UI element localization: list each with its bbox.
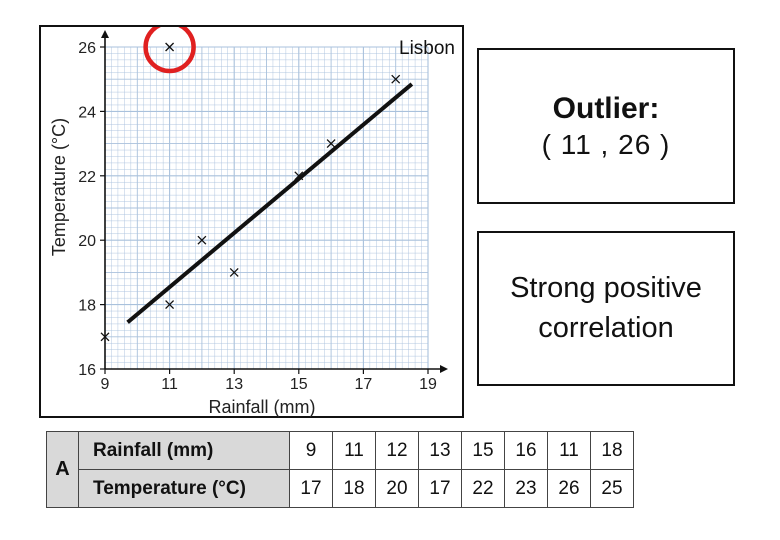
point-marker-stroke bbox=[294, 171, 304, 181]
data-point bbox=[197, 235, 207, 245]
outlier-coordinates: ( 11 , 26 ) bbox=[541, 128, 671, 160]
x-axis-label: Rainfall (mm) bbox=[208, 397, 315, 417]
data-table: A Rainfall (mm) 9 11 12 13 15 16 11 18 T… bbox=[46, 431, 634, 508]
outlier-highlight-circle bbox=[143, 27, 196, 74]
correlation-line-2: correlation bbox=[538, 311, 674, 344]
table-label: A bbox=[46, 431, 79, 508]
table-cell: 17 bbox=[289, 469, 333, 508]
point-marker-stroke bbox=[229, 267, 239, 277]
data-point bbox=[165, 42, 175, 52]
line-of-best-fit bbox=[126, 82, 414, 324]
table-cell: 22 bbox=[461, 469, 505, 508]
table-cell: 16 bbox=[504, 431, 548, 470]
table-cell: 18 bbox=[332, 469, 376, 508]
point-marker-stroke bbox=[165, 300, 175, 310]
table-cell: 26 bbox=[547, 469, 591, 508]
data-point bbox=[100, 332, 110, 342]
data-point bbox=[294, 171, 304, 181]
x-axis-arrow bbox=[440, 365, 448, 373]
x-tick-label: 19 bbox=[419, 376, 437, 393]
y-tick-label: 18 bbox=[78, 298, 96, 315]
row-header-rainfall: Rainfall (mm) bbox=[78, 431, 290, 470]
table-cell: 15 bbox=[461, 431, 505, 470]
scatter-chart: 9 11 13 15 17 19 16 18 20 22 24 26 Lisbon Rainfall … bbox=[49, 27, 455, 417]
table-cell: 17 bbox=[418, 469, 462, 508]
x-tick-label: 11 bbox=[161, 376, 178, 393]
point-marker-stroke bbox=[100, 332, 110, 342]
outlier-box: Outlier: ( 11 , 26 ) bbox=[477, 48, 735, 204]
x-tick-label: 13 bbox=[225, 376, 243, 393]
grid bbox=[104, 46, 429, 370]
point-marker-stroke bbox=[197, 235, 207, 245]
table-cell: 12 bbox=[375, 431, 419, 470]
point-marker-stroke bbox=[391, 74, 401, 84]
data-points bbox=[100, 27, 401, 342]
correlation-line-1: Strong positive bbox=[510, 272, 702, 305]
table-cell: 11 bbox=[332, 431, 376, 470]
table-cell: 18 bbox=[590, 431, 634, 470]
table-cell: 23 bbox=[504, 469, 548, 508]
table-cell: 9 bbox=[289, 431, 333, 470]
line-of-best-fit-group bbox=[126, 82, 414, 324]
point-marker-stroke bbox=[165, 42, 175, 52]
point-marker-stroke bbox=[326, 139, 336, 149]
tick-labels: 9 11 13 15 17 19 16 18 20 22 24 26 bbox=[78, 40, 437, 393]
table-cell: 11 bbox=[547, 431, 591, 470]
row-header-temperature: Temperature (°C) bbox=[78, 469, 290, 508]
table-cell: 13 bbox=[418, 431, 462, 470]
x-tick-label: 17 bbox=[355, 376, 373, 393]
data-point bbox=[391, 74, 401, 84]
table-cell: 20 bbox=[375, 469, 419, 508]
chart-title: Lisbon bbox=[399, 38, 455, 59]
axes bbox=[101, 30, 448, 373]
y-tick-label: 20 bbox=[78, 233, 96, 250]
table-row: Temperature (°C) 17 18 20 17 22 23 26 25 bbox=[47, 469, 634, 508]
y-axis-label: Temperature (°C) bbox=[49, 118, 69, 256]
data-point bbox=[165, 300, 175, 310]
x-tick-label: 9 bbox=[101, 376, 110, 393]
y-tick-label: 16 bbox=[78, 362, 96, 379]
data-point bbox=[326, 139, 336, 149]
table-cell: 25 bbox=[590, 469, 634, 508]
table-row: A Rainfall (mm) 9 11 12 13 15 16 11 18 bbox=[46, 431, 634, 508]
y-axis-arrow bbox=[101, 30, 109, 38]
outlier-title: Outlier: bbox=[552, 91, 660, 125]
x-tick-label: 15 bbox=[290, 376, 308, 393]
y-tick-label: 26 bbox=[78, 40, 96, 57]
correlation-box: Strong positive correlation bbox=[477, 231, 735, 386]
scatter-chart-frame: 9 11 13 15 17 19 16 18 20 22 24 26 Lisbon Rainfall … bbox=[39, 25, 464, 418]
y-tick-label: 22 bbox=[78, 169, 96, 186]
data-point bbox=[229, 267, 239, 277]
y-tick-label: 24 bbox=[78, 104, 96, 121]
